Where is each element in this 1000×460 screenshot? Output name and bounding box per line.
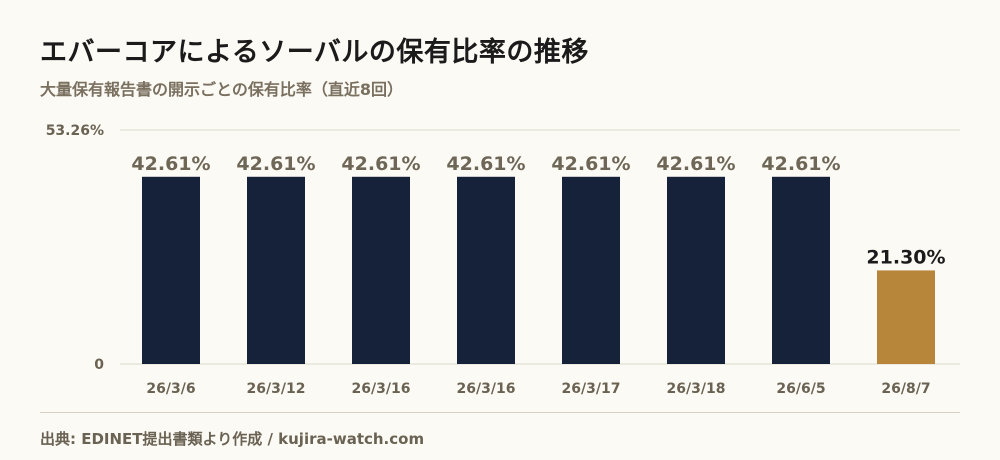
bar-value-label: 42.61% <box>131 153 210 175</box>
x-tick-label: 26/3/12 <box>247 381 306 397</box>
y-tick-label: 53.26% <box>46 123 104 139</box>
x-tick-label: 26/3/18 <box>667 381 726 397</box>
y-tick-label: 0 <box>94 357 104 373</box>
x-tick-label: 26/3/16 <box>352 381 411 397</box>
bar <box>352 176 410 364</box>
chart-subtitle: 大量保有報告書の開示ごとの保有比率（直近8回） <box>40 80 403 99</box>
x-tick-label: 26/3/17 <box>562 381 621 397</box>
x-tick-label: 26/6/5 <box>776 381 825 397</box>
bar <box>457 176 515 364</box>
x-tick-label: 26/3/16 <box>457 381 516 397</box>
bar-value-label: 42.61% <box>341 153 420 175</box>
source-note: 出典: EDINET提出書類より作成 / kujira-watch.com <box>40 430 425 448</box>
bar-value-label: 42.61% <box>656 153 735 175</box>
x-tick-label: 26/8/7 <box>881 381 930 397</box>
chart-title: エバーコアによるソーバルの保有比率の推移 <box>40 37 589 68</box>
bar <box>247 176 305 364</box>
bar <box>667 176 725 364</box>
bar-value-label: 42.61% <box>236 153 315 175</box>
bar <box>142 176 200 364</box>
footer-divider <box>40 412 960 413</box>
bar-value-label: 42.61% <box>761 153 840 175</box>
bar <box>877 270 935 364</box>
bar-value-label: 42.61% <box>551 153 630 175</box>
bar <box>772 176 830 364</box>
bar-value-label: 42.61% <box>446 153 525 175</box>
bar-value-label: 21.30% <box>866 246 945 268</box>
x-tick-label: 26/3/6 <box>146 381 195 397</box>
bar <box>562 176 620 364</box>
